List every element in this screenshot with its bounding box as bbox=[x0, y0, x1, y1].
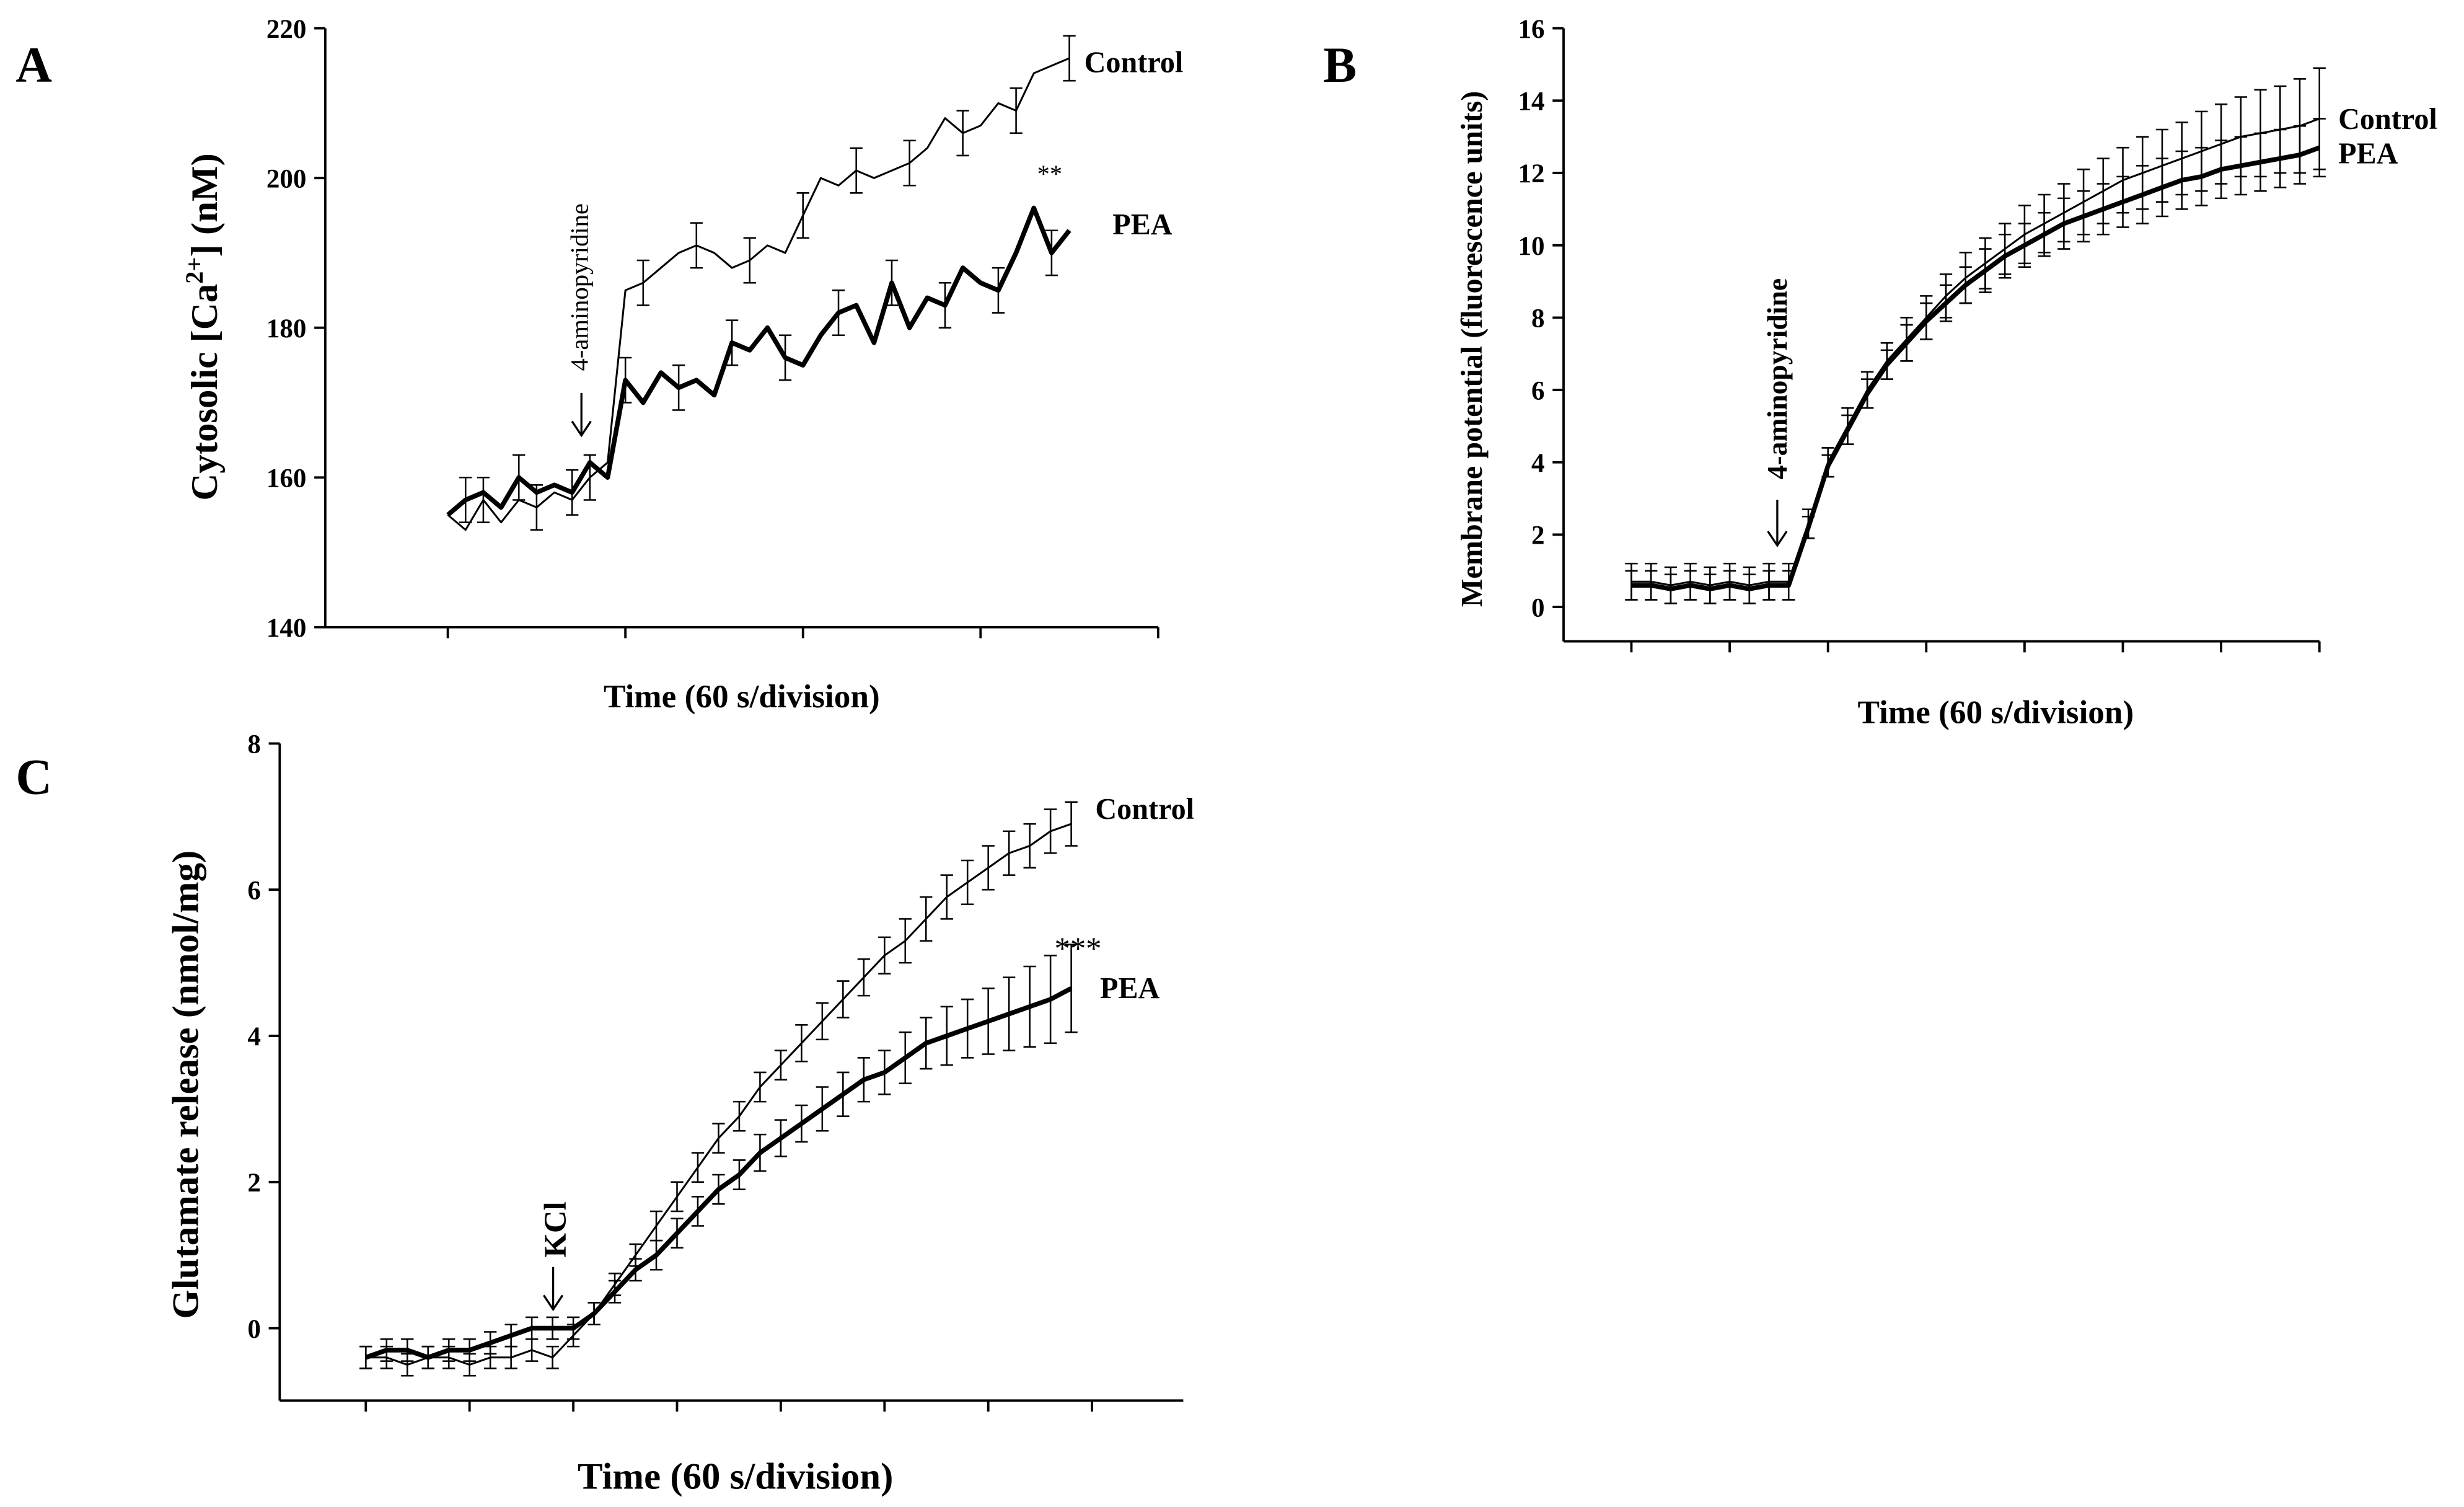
y-tick-label: 220 bbox=[266, 15, 307, 44]
y-tick-label: 140 bbox=[266, 614, 307, 643]
error-bar bbox=[1065, 801, 1078, 847]
y-axis-label: Cytosolic [Ca2+] (nM) bbox=[180, 153, 226, 500]
arrow bbox=[542, 1266, 564, 1312]
y-tick-label: 0 bbox=[247, 1315, 261, 1344]
panel-letter: B bbox=[1323, 37, 1357, 93]
error-bar bbox=[359, 1345, 372, 1369]
series-label: PEA bbox=[2338, 138, 2398, 170]
y-axis-label-part: Cytosolic [Ca bbox=[184, 284, 226, 501]
annotation: KCl bbox=[538, 1201, 573, 1257]
series-label: Control bbox=[1095, 793, 1194, 826]
y-tick-label: 8 bbox=[247, 730, 261, 759]
series-line bbox=[365, 986, 1073, 1360]
y-axis-label: Membrane potential (fluorescence units) bbox=[1456, 91, 1489, 607]
error-bar bbox=[1065, 944, 1078, 1033]
y-tick-label: 16 bbox=[1518, 15, 1545, 44]
annotation: 4-aminopyridine bbox=[565, 203, 593, 371]
y-tick-label: 4 bbox=[1531, 449, 1545, 478]
y-tick-label: 2 bbox=[247, 1169, 261, 1198]
series-label: Control bbox=[2338, 103, 2437, 136]
series-line bbox=[447, 57, 1070, 531]
annotation: *** bbox=[1054, 931, 1101, 966]
panel-letter: C bbox=[15, 749, 52, 805]
y-tick-label: 6 bbox=[247, 876, 261, 905]
y-axis-label: Glutamate release (nmol/mg) bbox=[165, 851, 207, 1319]
error-bar bbox=[2313, 118, 2326, 178]
y-tick-label: 12 bbox=[1518, 159, 1545, 188]
annotation: ** bbox=[1037, 160, 1063, 188]
y-tick-label: 200 bbox=[266, 164, 307, 193]
y-tick-label: 6 bbox=[1531, 376, 1545, 405]
y-tick-label: 14 bbox=[1518, 87, 1545, 117]
x-axis-label: Time (60 s/division) bbox=[578, 1456, 893, 1497]
y-tick-label: 4 bbox=[247, 1022, 261, 1051]
arrow bbox=[1767, 500, 1788, 547]
annotation: 4-aminopyridine bbox=[1761, 278, 1793, 479]
y-tick-label: 0 bbox=[1531, 593, 1545, 622]
series-line bbox=[1631, 145, 2321, 591]
x-axis-label: Time (60 s/division) bbox=[604, 678, 880, 715]
arrow bbox=[571, 392, 592, 438]
series-label: PEA bbox=[1112, 208, 1173, 241]
error-bar bbox=[1063, 35, 1076, 82]
series-line bbox=[446, 205, 1071, 517]
panel-letter: A bbox=[15, 37, 52, 93]
y-axis-label-sup: 2+ bbox=[180, 257, 208, 283]
series-line bbox=[366, 823, 1072, 1366]
y-axis-label-part: ] (nM) bbox=[184, 153, 226, 257]
x-axis-label: Time (60 s/division) bbox=[1857, 694, 2134, 730]
y-tick-label: 180 bbox=[266, 314, 307, 343]
y-tick-label: 8 bbox=[1531, 304, 1545, 334]
series-label: Control bbox=[1085, 46, 1184, 79]
series-label: PEA bbox=[1100, 972, 1160, 1005]
y-tick-label: 160 bbox=[266, 464, 307, 493]
y-tick-label: 10 bbox=[1518, 232, 1545, 261]
series-line bbox=[1631, 118, 2320, 586]
y-tick-label: 2 bbox=[1531, 521, 1545, 550]
